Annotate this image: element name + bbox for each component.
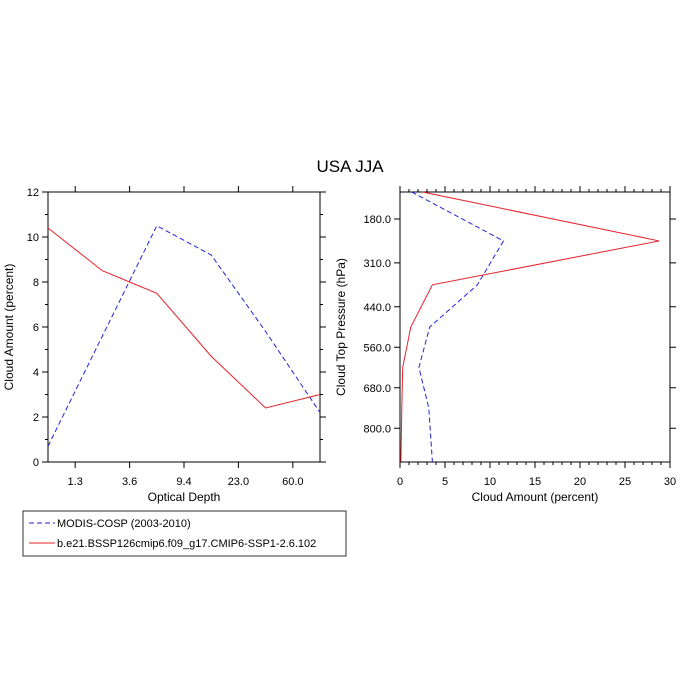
legend: MODIS-COSP (2003-2010) b.e21.BSSP126cmip… xyxy=(22,510,347,557)
right-y-tick-label: 680.0 xyxy=(363,383,391,395)
left-y-tick-label: 0 xyxy=(33,457,39,469)
legend-modis-label: MODIS-COSP (2003-2010) xyxy=(57,518,191,530)
left-series-line-0 xyxy=(47,225,321,447)
left-x-axis-label: Optical Depth xyxy=(148,490,221,504)
right-x-axis-label: Cloud Amount (percent) xyxy=(472,490,599,504)
chart-title: USA JJA xyxy=(316,157,384,176)
right-series-line-1 xyxy=(400,191,660,463)
left-x-tick-label: 60.0 xyxy=(282,476,303,488)
left-y-tick-label: 4 xyxy=(33,367,39,379)
right-x-tick-label: 30 xyxy=(664,476,676,488)
left-x-tick-label: 1.3 xyxy=(68,476,83,488)
right-y-tick-label: 310.0 xyxy=(363,258,391,270)
left-y-tick-label: 10 xyxy=(27,232,39,244)
left-y-tick-label: 12 xyxy=(27,187,39,199)
right-x-tick-label: 0 xyxy=(397,476,403,488)
right-x-tick-label: 15 xyxy=(529,476,541,488)
left-x-tick-label: 3.6 xyxy=(122,476,137,488)
left-x-tick-label: 23.0 xyxy=(228,476,249,488)
right-x-tick-label: 10 xyxy=(484,476,496,488)
right-series-line-0 xyxy=(411,191,505,463)
legend-model-label: b.e21.BSSP126cmip6.f09_g17.CMIP6-SSP1-2.… xyxy=(57,538,316,550)
left-series-line-1 xyxy=(47,227,321,409)
right-y-axis-label: Cloud Top Pressure (hPa) xyxy=(334,258,348,396)
right-y-tick-label: 440.0 xyxy=(363,302,391,314)
right-x-tick-label: 5 xyxy=(442,476,448,488)
cloud-top-pressure-panel: 0 5 10 15 20 25 30 180.0 310.0 440.0 560.0 680.0 800… xyxy=(334,186,676,504)
optical-depth-panel: 0 2 4 6 8 10 12 1.3 3.6 9.4 23.0 60.0 Optical Depth… xyxy=(2,186,326,504)
left-x-tick-label: 9.4 xyxy=(176,476,191,488)
left-y-axis-label: Cloud Amount (percent) xyxy=(2,264,16,391)
right-x-tick-label: 25 xyxy=(619,476,631,488)
right-y-tick-label: 800.0 xyxy=(363,423,391,435)
left-y-tick-label: 2 xyxy=(33,412,39,424)
left-y-tick-label: 8 xyxy=(33,277,39,289)
right-y-tick-label: 560.0 xyxy=(363,342,391,354)
left-y-tick-label: 6 xyxy=(33,322,39,334)
legend-box xyxy=(22,510,347,557)
right-plot-frame xyxy=(399,191,671,463)
right-y-tick-label: 180.0 xyxy=(363,214,391,226)
right-x-tick-label: 20 xyxy=(574,476,586,488)
left-plot-frame xyxy=(47,191,321,463)
